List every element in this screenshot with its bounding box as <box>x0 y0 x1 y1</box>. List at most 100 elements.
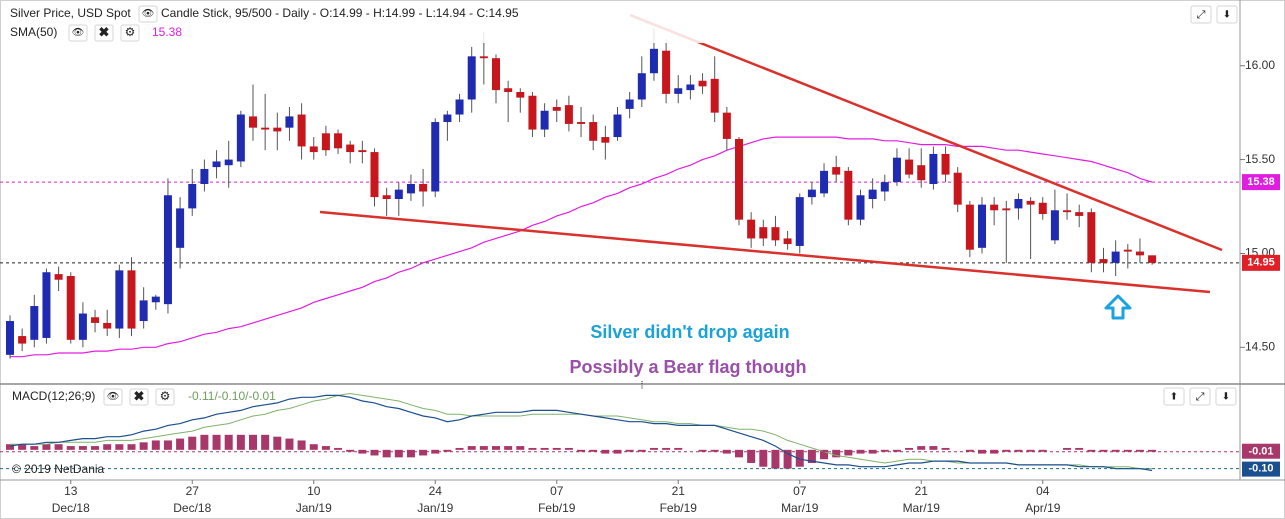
remove-button[interactable] <box>94 24 114 42</box>
settings-button[interactable] <box>120 24 140 42</box>
histogram-bar <box>1087 449 1096 452</box>
candle-body <box>564 105 573 124</box>
eye-icon: 👁 <box>107 392 120 403</box>
signal-value-box <box>1242 461 1280 477</box>
hist-value-label: -0.01 <box>1248 446 1273 458</box>
histogram-bar <box>176 438 185 450</box>
expand-button[interactable] <box>1189 387 1211 406</box>
indicator-value: 15.38 <box>152 25 182 39</box>
histogram-bar <box>759 449 768 467</box>
histogram-bar <box>795 449 804 467</box>
candle-body <box>589 122 598 141</box>
candle-body <box>176 208 185 248</box>
expand-icon: ⤢ <box>1196 391 1205 403</box>
candle-body <box>892 157 901 183</box>
candle-body <box>735 138 743 220</box>
signal-value-label: -0.10 <box>1248 463 1273 475</box>
candle-body <box>990 204 999 211</box>
histogram-bar <box>54 444 63 450</box>
histogram-bar <box>577 449 586 452</box>
chart-subtitle: Candle Stick, 95/500 - Daily - O:14.99 -… <box>161 6 519 20</box>
candle-body <box>880 182 889 192</box>
histogram-bar <box>479 446 488 450</box>
drag-handle[interactable]: ⁞ <box>641 381 644 392</box>
histogram-bar <box>1038 449 1047 452</box>
histogram-bar <box>710 449 719 452</box>
y-tick-label: 14.50 <box>1245 340 1275 354</box>
histogram-bar <box>613 449 622 454</box>
candle-body <box>1111 251 1120 263</box>
chart-title: Silver Price, USD Spot <box>10 6 131 20</box>
histogram-bar <box>394 449 403 458</box>
histogram-bar <box>127 444 136 450</box>
candle-body <box>455 99 464 115</box>
histogram-bar <box>747 449 756 463</box>
candle-body <box>200 168 209 184</box>
candle-body <box>577 122 586 124</box>
candle-body <box>431 122 440 192</box>
candle-body <box>370 152 379 198</box>
histogram-bar <box>917 446 926 450</box>
candle-body <box>139 300 148 322</box>
candle-body <box>188 183 197 209</box>
sma-value-box <box>1242 174 1280 191</box>
candle-body <box>467 56 476 100</box>
x-tick-label: Mar/19 <box>781 501 819 515</box>
move-down-button[interactable] <box>1215 387 1237 406</box>
histogram-bar <box>1014 449 1023 452</box>
x-tick-label: Mar/19 <box>903 501 941 515</box>
header-bg <box>1 1 1239 43</box>
x-tick-label: Feb/19 <box>538 501 576 515</box>
candle-body <box>844 170 853 220</box>
candle-body <box>1099 259 1108 263</box>
hist-value-box <box>1242 443 1280 459</box>
remove-button[interactable] <box>129 388 149 406</box>
candle-body <box>1038 202 1047 215</box>
histogram-bar <box>516 446 525 450</box>
y-tick-label: 16.00 <box>1245 58 1275 72</box>
up-icon: ⬆ <box>1170 392 1178 403</box>
candle-body <box>6 321 14 355</box>
move-up-button[interactable] <box>1163 387 1185 406</box>
expand-icon: ⤢ <box>1197 9 1206 21</box>
candle-body <box>236 114 245 162</box>
copyright: © 2019 NetDania <box>12 462 105 476</box>
settings-button[interactable] <box>155 388 175 406</box>
down-icon: ⬇ <box>1222 392 1230 403</box>
visibility-button[interactable] <box>68 24 88 42</box>
visibility-button[interactable] <box>138 5 158 23</box>
candle-body <box>358 150 367 153</box>
candle-body <box>710 78 719 113</box>
histogram-bar <box>321 446 330 450</box>
expand-button[interactable] <box>1190 5 1212 24</box>
histogram-bar <box>771 449 780 469</box>
candle-body <box>285 116 294 128</box>
move-down-button[interactable] <box>1216 5 1238 24</box>
histogram-bar <box>492 446 500 450</box>
sma-value-label: 15.38 <box>1247 176 1275 188</box>
histogram-bar <box>297 440 306 450</box>
histogram-bar <box>978 449 986 454</box>
histogram-bar <box>6 444 14 450</box>
upper-trend-line <box>629 13 1223 252</box>
histogram-bar <box>807 449 816 463</box>
x-tick-label: Dec/18 <box>52 501 90 515</box>
histogram-bar <box>30 446 39 450</box>
histogram-bar <box>637 449 646 452</box>
candle-body <box>1123 249 1132 252</box>
candle-body <box>953 172 962 205</box>
histogram-bar <box>880 449 889 452</box>
histogram-bar <box>1063 447 1072 450</box>
candle-body <box>552 107 561 111</box>
x-tick-label: 04 <box>1036 484 1050 498</box>
candle-body <box>1063 210 1072 213</box>
candle-body <box>18 336 27 344</box>
histogram-bar <box>78 446 87 450</box>
candle-body <box>686 84 695 91</box>
candle-body <box>528 95 537 130</box>
candle-body <box>783 238 792 245</box>
candle-body <box>382 195 391 200</box>
visibility-button[interactable] <box>103 388 123 406</box>
gear-icon: ⚙ <box>125 25 136 39</box>
